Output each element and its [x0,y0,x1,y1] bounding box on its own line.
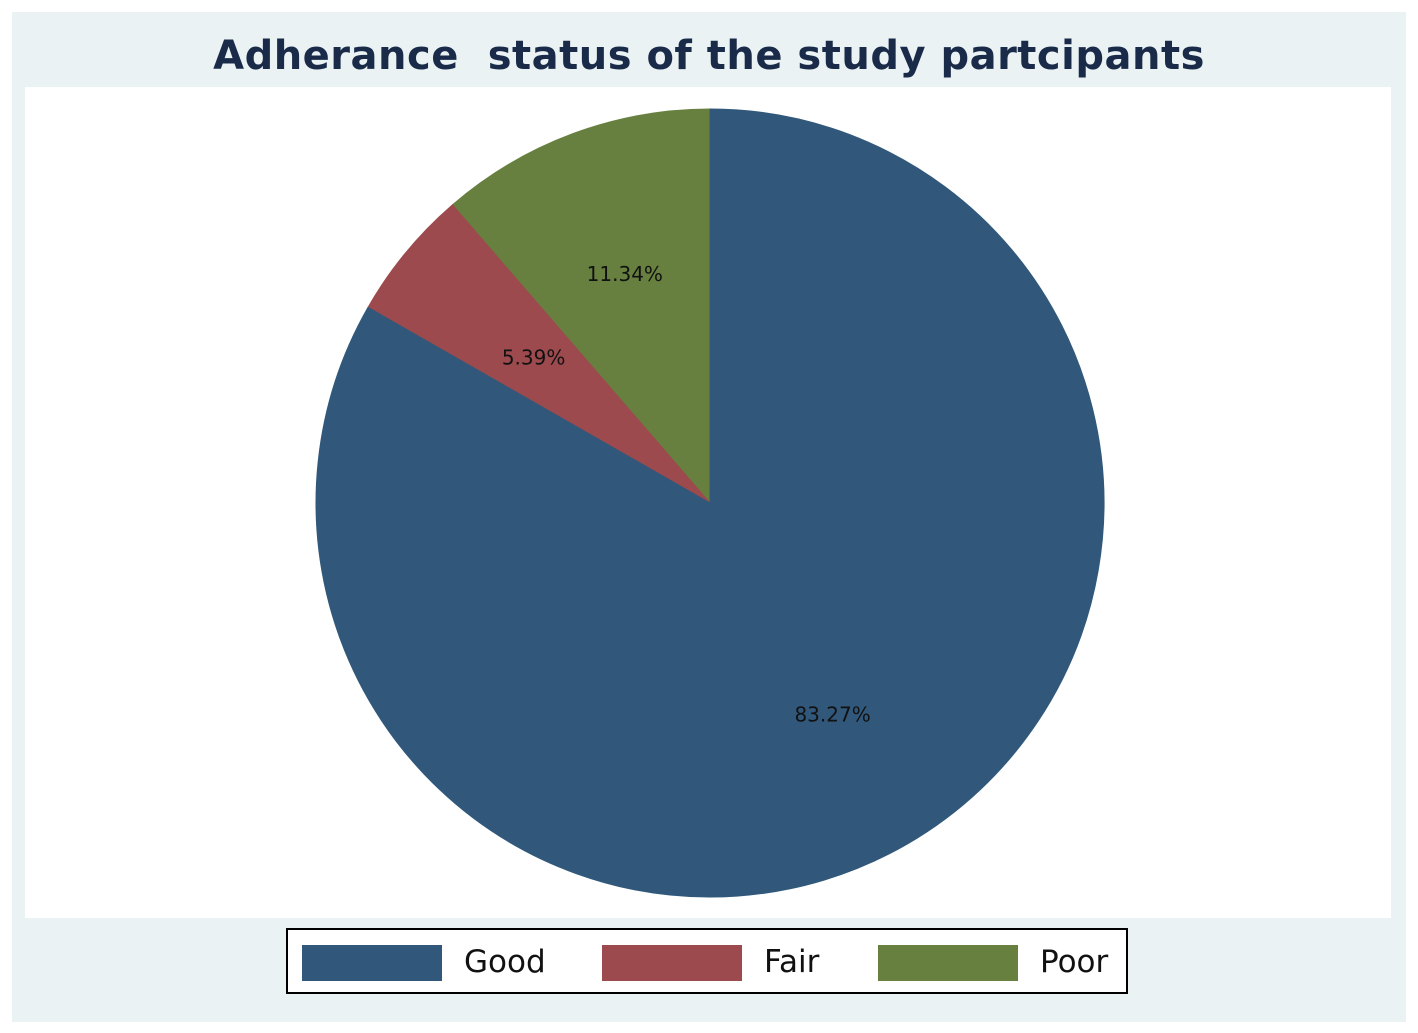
legend-label-fair: Fair [764,944,820,980]
slice-label-good: 83.27% [794,702,870,726]
pie-slice-poor [451,108,711,505]
legend-swatch-poor [878,945,1018,981]
legend-swatch-fair [602,945,742,981]
slice-label-fair: 5.39% [502,346,566,370]
pie-slice-fair [367,204,711,504]
pie-slice-good [315,108,1105,898]
pie-slices [315,108,1105,898]
legend-label-good: Good [464,944,546,980]
legend: Good Fair Poor [286,928,1128,994]
legend-swatch-good [302,945,442,981]
chart-title: Adherance status of the study partcipant… [213,33,1205,79]
pie-slice-labels: 11.34% 5.39% 83.27% [502,262,871,726]
legend-label-poor: Poor [1040,944,1109,980]
slice-label-poor: 11.34% [587,262,663,286]
